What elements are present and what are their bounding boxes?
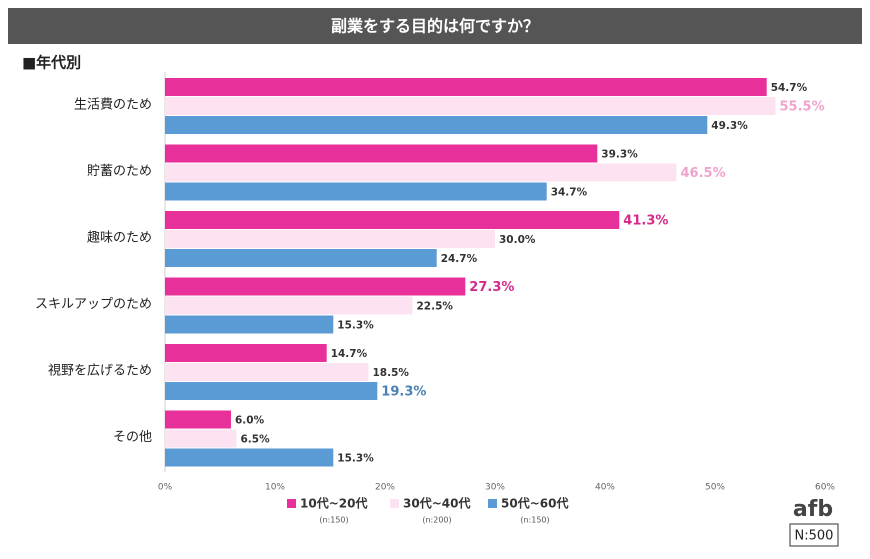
bar [165,277,466,296]
value-label: 54.7% [771,82,808,94]
legend-swatch [390,499,399,508]
x-tick-label: 60% [815,483,835,493]
value-label: 19.3% [381,385,426,400]
legend-label: 50代~60代 [501,496,568,511]
category-label: 視野を広げるため [48,364,152,379]
bar [165,429,237,448]
legend-sample: (n:150) [520,516,549,525]
bar [165,344,327,362]
legend-sample: (n:200) [422,516,451,525]
bar [165,163,677,182]
bar [165,182,547,201]
value-label: 27.3% [469,280,514,295]
legend-swatch [287,499,296,508]
legend-swatch [488,499,497,508]
bar [165,78,767,96]
title-bar [8,8,862,44]
x-tick-label: 20% [375,483,395,493]
x-tick-label: 50% [705,483,725,493]
value-label: 24.7% [441,253,478,265]
x-tick-label: 10% [265,483,285,493]
bar [165,410,231,429]
value-label: 6.5% [241,434,271,446]
value-label: 49.3% [711,120,748,132]
legend-sample: (n:150) [319,516,348,525]
value-label: 6.0% [235,415,265,427]
value-label: 22.5% [417,301,454,313]
bar [165,315,334,334]
value-label: 39.3% [601,149,638,161]
category-label: スキルアップのため [35,297,152,312]
category-label: 貯蓄のため [87,164,152,179]
x-tick-label: 0% [158,483,173,493]
chart-title: 副業をする目的は何ですか？ [331,17,539,36]
bar [165,363,369,381]
legend-label: 30代~40代 [403,496,470,511]
bar [165,230,495,248]
bar [165,144,598,163]
value-label: 34.7% [551,187,588,199]
value-label: 30.0% [499,234,536,246]
value-label: 15.3% [337,453,374,465]
value-label: 18.5% [373,367,410,379]
chart-subtitle: ■年代別 [22,54,81,72]
x-tick-label: 30% [485,483,505,493]
value-label: 55.5% [780,100,825,115]
bar [165,382,378,400]
bar [165,97,776,115]
bar [165,448,334,467]
legend-label: 10代~20代 [300,496,367,511]
total-box [789,523,839,547]
value-label: 15.3% [337,320,374,332]
category-label: その他 [113,430,152,445]
bar [165,116,708,134]
logo: afb [793,497,833,522]
total-label: N:500 [795,529,834,544]
category-label: 生活費のため [74,98,152,113]
x-tick-label: 40% [595,483,615,493]
bar [165,249,437,267]
value-label: 14.7% [331,348,368,360]
category-label: 趣味のため [87,231,152,246]
value-label: 41.3% [623,214,668,229]
bar [165,296,413,315]
value-label: 46.5% [681,166,726,181]
bar [165,211,620,229]
